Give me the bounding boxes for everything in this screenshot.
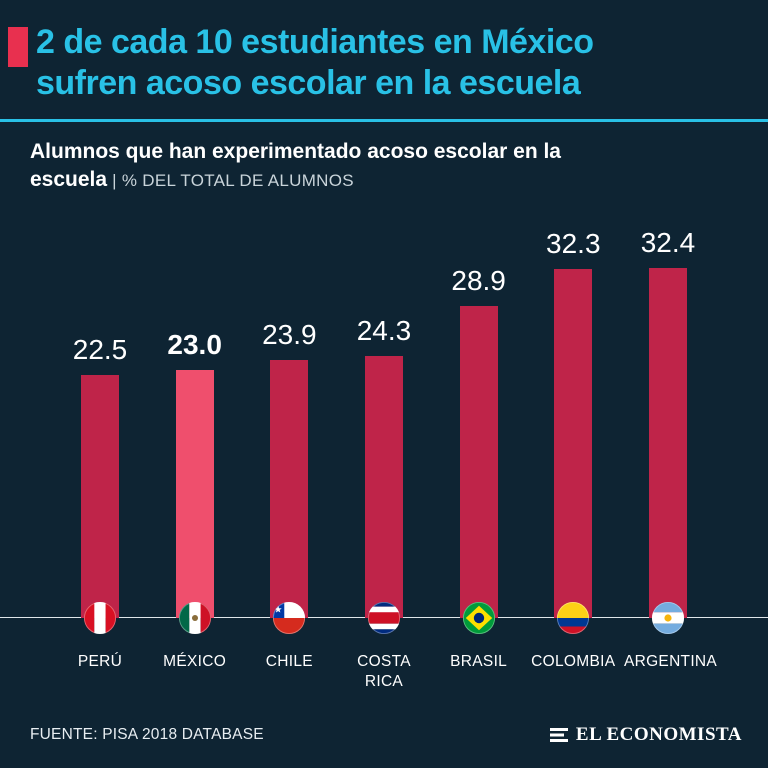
category-label-mexico: MÉXICO — [163, 653, 227, 671]
brand-logo: EL ECONOMISTA — [549, 724, 742, 746]
bar-column-costa-rica: 24.3 — [340, 315, 428, 635]
bar-value-label-costa-rica: 24.3 — [356, 315, 412, 347]
bar-value-label-argentina: 32.4 — [640, 227, 696, 259]
bar-mexico — [175, 370, 214, 619]
bar-brasil — [459, 306, 498, 619]
bar-argentina — [648, 268, 687, 619]
bar-value-label-peru: 22.5 — [72, 334, 128, 366]
category-label-chile: CHILE — [265, 653, 313, 671]
bar-value-label-chile: 23.9 — [262, 319, 317, 351]
chart-subtitle: Alumnos que han experimentado acoso esco… — [0, 138, 768, 195]
subtitle-bold-text: Alumnos que han experimentado acoso esco… — [30, 139, 561, 191]
brasil-flag-icon — [462, 601, 496, 635]
costa-rica-flag-icon — [367, 601, 401, 635]
chile-flag-icon — [272, 601, 306, 635]
bar-column-chile: 23.9 — [245, 319, 333, 635]
mexico-flag-icon — [178, 601, 212, 635]
category-label-brasil: BRASIL — [450, 653, 508, 671]
argentina-flag-icon — [651, 601, 685, 635]
subtitle-separator: | — [107, 170, 122, 190]
bar-column-argentina: 32.4 — [624, 227, 712, 635]
bar-column-mexico: 23.0 — [151, 329, 239, 635]
bar-column-colombia: 32.3 — [529, 228, 617, 635]
source-text: FUENTE: PISA 2018 DATABASE — [30, 726, 264, 743]
main-title: 2 de cada 10 estudiantes en México sufre… — [36, 23, 594, 102]
el-economista-logo-icon — [549, 728, 568, 742]
bar-costa-rica — [364, 356, 403, 619]
bar-value-label-mexico: 23.0 — [167, 329, 222, 361]
subtitle-unit-text: % DEL TOTAL DE ALUMNOS — [121, 170, 354, 190]
category-label-argentina: ARGENTINA — [623, 653, 718, 671]
title-bullet — [8, 27, 28, 67]
bar-chart: 22.5 23.0 23.9 24.3 28.9 32.3 32.4 PERÚ MÉXICO C… — [0, 218, 768, 692]
header: 2 de cada 10 estudiantes en México sufre… — [0, 0, 768, 104]
bar-column-brasil: 28.9 — [435, 265, 523, 635]
brand-name: EL ECONOMISTA — [575, 724, 742, 745]
peru-flag-icon — [83, 601, 117, 635]
bar-value-label-colombia: 32.3 — [546, 228, 601, 260]
category-label-colombia: COLOMBIA — [531, 653, 616, 671]
title-divider — [0, 118, 768, 122]
category-label-peru: PERÚ — [77, 653, 123, 671]
bar-value-label-brasil: 28.9 — [451, 265, 506, 297]
bars-row: 22.5 23.0 23.9 24.3 28.9 32.3 32.4 — [0, 218, 768, 635]
bar-column-peru: 22.5 — [56, 334, 144, 635]
bar-colombia — [554, 269, 593, 619]
category-labels-row: PERÚ MÉXICO CHILE COSTA RICA BRASIL COLOMBIA A… — [0, 652, 768, 692]
bar-peru — [81, 375, 119, 619]
footer: FUENTE: PISA 2018 DATABASE EL ECONOMISTA — [30, 724, 742, 746]
colombia-flag-icon — [556, 601, 590, 635]
category-label-costa-rica: COSTA RICA — [357, 653, 411, 691]
bar-chile — [270, 360, 309, 619]
